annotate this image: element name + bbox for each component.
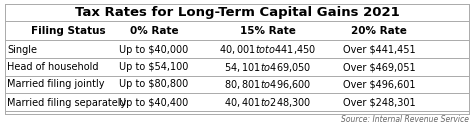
Text: 0% Rate: 0% Rate [130, 26, 178, 36]
Text: Up to $40,400: Up to $40,400 [119, 98, 189, 108]
Text: $40,001 to to $441,450: $40,001 to to $441,450 [219, 43, 317, 56]
Text: Married filing separately: Married filing separately [7, 98, 127, 108]
Text: Up to $40,000: Up to $40,000 [119, 45, 189, 55]
Text: Over $248,301: Over $248,301 [343, 98, 416, 108]
Text: Married filing jointly: Married filing jointly [7, 79, 105, 89]
Text: Up to $80,800: Up to $80,800 [119, 79, 189, 89]
Text: Over $469,051: Over $469,051 [343, 62, 416, 72]
Text: $54,101 to $469,050: $54,101 to $469,050 [224, 61, 311, 74]
Text: Tax Rates for Long-Term Capital Gains 2021: Tax Rates for Long-Term Capital Gains 20… [74, 6, 400, 19]
Text: 20% Rate: 20% Rate [351, 26, 407, 36]
Text: Up to $54,100: Up to $54,100 [119, 62, 189, 72]
Text: $40,401 to $248,300: $40,401 to $248,300 [224, 96, 311, 109]
Text: $80,801 to $496,600: $80,801 to $496,600 [224, 78, 311, 91]
Text: Head of household: Head of household [7, 62, 99, 72]
Text: Single: Single [7, 45, 37, 55]
Text: Filing Status: Filing Status [31, 26, 106, 36]
Text: Over $496,601: Over $496,601 [343, 79, 415, 89]
Text: 15% Rate: 15% Rate [240, 26, 296, 36]
Text: Over $441,451: Over $441,451 [343, 45, 416, 55]
Text: Source: Internal Revenue Service: Source: Internal Revenue Service [341, 115, 469, 123]
